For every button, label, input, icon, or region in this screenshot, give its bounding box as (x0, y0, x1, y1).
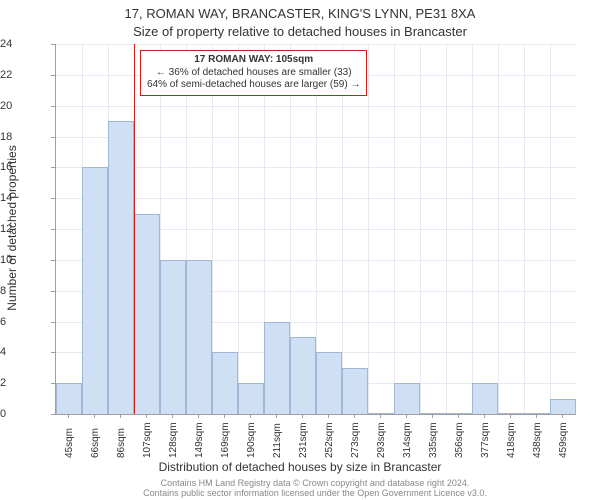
histogram-bar (316, 352, 342, 414)
attribution-footer: Contains HM Land Registry data © Crown c… (55, 478, 575, 499)
x-tick: 66sqm (90, 428, 101, 458)
plot-area: 17 ROMAN WAY: 105sqm← 36% of detached ho… (55, 44, 576, 415)
histogram-bar (56, 383, 82, 414)
y-tick: 14 (0, 192, 51, 204)
histogram-bar (238, 383, 264, 414)
y-tick: 4 (0, 346, 51, 358)
x-tick: 190sqm (246, 422, 257, 458)
histogram-bar (108, 121, 134, 414)
footer-line-1: Contains HM Land Registry data © Crown c… (55, 478, 575, 488)
x-axis-label: Distribution of detached houses by size … (0, 460, 600, 474)
callout-line-smaller: ← 36% of detached houses are smaller (33… (147, 67, 360, 80)
x-tick: 459sqm (558, 422, 569, 458)
y-tick: 0 (0, 408, 51, 420)
histogram-bar (342, 368, 368, 414)
histogram-bar (212, 352, 238, 414)
histogram-bar (550, 399, 576, 414)
x-tick: 356sqm (454, 422, 465, 458)
histogram-bar (368, 413, 394, 414)
y-tick: 12 (0, 223, 51, 235)
x-tick: 128sqm (168, 422, 179, 458)
x-tick: 314sqm (402, 422, 413, 458)
x-tick: 252sqm (324, 422, 335, 458)
x-tick: 169sqm (220, 422, 231, 458)
x-tick: 293sqm (376, 422, 387, 458)
y-tick: 2 (0, 377, 51, 389)
histogram-bar (472, 383, 498, 414)
callout-head: 17 ROMAN WAY: 105sqm (147, 54, 360, 67)
x-tick: 377sqm (480, 422, 491, 458)
chart-container: 17, ROMAN WAY, BRANCASTER, KING'S LYNN, … (0, 0, 600, 500)
x-tick: 149sqm (194, 422, 205, 458)
y-tick: 22 (0, 69, 51, 81)
histogram-bar (290, 337, 316, 414)
histogram-bar (420, 413, 446, 414)
y-tick: 8 (0, 285, 51, 297)
y-tick: 10 (0, 254, 51, 266)
x-tick: 335sqm (428, 422, 439, 458)
x-tick: 45sqm (64, 428, 75, 458)
histogram-bar (394, 383, 420, 414)
y-tick: 24 (0, 38, 51, 50)
x-tick: 211sqm (272, 423, 283, 458)
y-tick: 18 (0, 131, 51, 143)
chart-subtitle: Size of property relative to detached ho… (0, 24, 600, 39)
reference-callout: 17 ROMAN WAY: 105sqm← 36% of detached ho… (140, 50, 367, 96)
histogram-bar (134, 214, 160, 414)
y-tick: 20 (0, 100, 51, 112)
reference-line (134, 44, 135, 414)
x-tick: 273sqm (350, 422, 361, 458)
histogram-bar (498, 413, 524, 414)
histogram-bar (524, 413, 550, 414)
histogram-bar (82, 167, 108, 414)
x-tick: 231sqm (298, 422, 309, 458)
x-tick: 418sqm (506, 422, 517, 458)
histogram-bar (160, 260, 186, 414)
histogram-bar (186, 260, 212, 414)
footer-line-2: Contains public sector information licen… (55, 488, 575, 498)
y-tick: 6 (0, 316, 51, 328)
x-tick: 438sqm (532, 422, 543, 458)
chart-title: 17, ROMAN WAY, BRANCASTER, KING'S LYNN, … (0, 6, 600, 21)
histogram-bar (446, 413, 472, 414)
histogram-bar (264, 322, 290, 415)
x-tick: 107sqm (142, 422, 153, 458)
x-tick: 86sqm (116, 428, 127, 458)
callout-line-larger: 64% of semi-detached houses are larger (… (147, 79, 360, 92)
y-tick: 16 (0, 161, 51, 173)
